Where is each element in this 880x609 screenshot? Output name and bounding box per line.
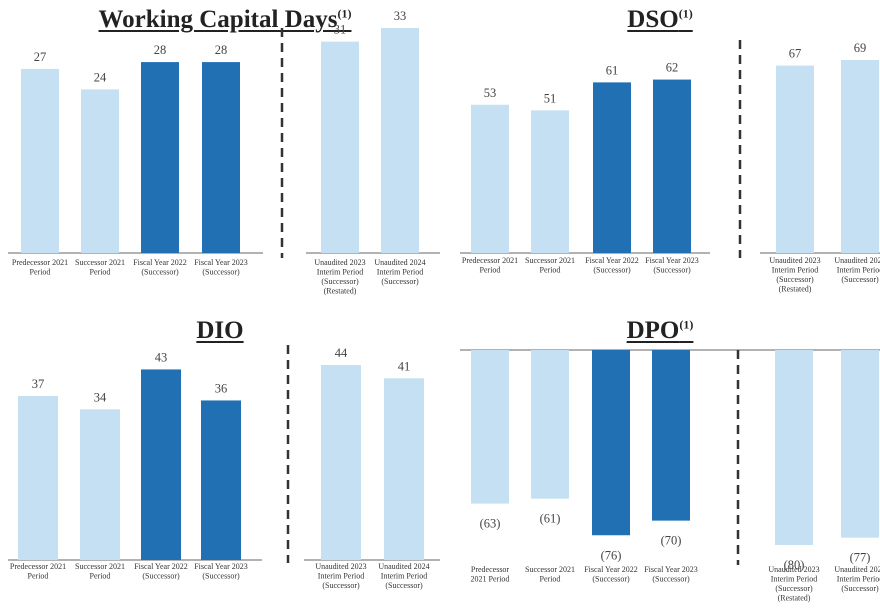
- chart-title: DIO: [150, 317, 290, 345]
- category-label: Successor 2021 Period: [75, 562, 125, 581]
- data-label: 53: [484, 86, 497, 100]
- data-label: 61: [606, 63, 619, 77]
- chart-svg: 53 Predecessor 2021 Period 51 Successor 2021…: [460, 40, 880, 294]
- chart-title-text: Working Capital Days: [98, 6, 338, 33]
- bar: [201, 400, 241, 560]
- bar: [841, 350, 879, 538]
- data-label: 43: [155, 350, 168, 364]
- data-label: 28: [154, 43, 167, 57]
- category-label: Unaudited 2023 Interim Period (Successor)(…: [314, 258, 365, 296]
- data-label: 36: [215, 381, 228, 395]
- bar: [471, 350, 509, 504]
- bar: [531, 350, 569, 499]
- data-label: 28: [215, 43, 228, 57]
- data-label: 44: [335, 346, 348, 360]
- category-label: Successor 2021 Period: [525, 256, 575, 275]
- category-label: Fiscal Year 2022 (Successor): [134, 562, 188, 581]
- category-label: Fiscal Year 2022 (Successor): [585, 256, 639, 275]
- data-label: (77): [850, 551, 871, 565]
- bar: [471, 104, 509, 253]
- bar: [775, 350, 813, 545]
- chart-title: Working Capital Days(1): [70, 6, 380, 34]
- bar: [652, 350, 690, 521]
- bar: [18, 396, 58, 560]
- data-label: 69: [854, 41, 867, 55]
- category-label: Unaudited 2023 Interim Period (Successor)(…: [769, 256, 820, 294]
- data-label: 37: [32, 377, 45, 391]
- bar: [593, 82, 631, 254]
- chart-title-footnote: (1): [679, 317, 694, 332]
- chart-title: DSO(1): [590, 6, 730, 34]
- category-label: Predecessor 2021 Period: [12, 258, 68, 277]
- chart-title-text: DSO: [627, 6, 679, 33]
- category-label: Predecessor 2021 Period: [471, 565, 510, 584]
- data-label: 27: [34, 50, 47, 64]
- chart-svg: 27 Predecessor 2021 Period 24 Successor 2021…: [8, 9, 440, 296]
- bar: [141, 62, 179, 253]
- category-label: Predecessor 2021 Period: [462, 256, 518, 275]
- bar: [80, 409, 120, 560]
- data-label: 24: [94, 70, 107, 84]
- data-label: 62: [666, 61, 679, 75]
- category-label: Fiscal Year 2023 (Successor): [645, 256, 699, 275]
- bar: [381, 28, 419, 253]
- data-label: (63): [480, 517, 501, 531]
- bar: [81, 89, 119, 253]
- bar: [321, 41, 359, 253]
- data-label: (70): [661, 534, 682, 548]
- bar: [384, 378, 424, 560]
- chart-svg: (63) Predecessor 2021 Period (61) Successor …: [460, 349, 880, 603]
- bar: [531, 110, 569, 253]
- bar: [841, 60, 879, 253]
- data-label: 34: [94, 390, 107, 404]
- data-label: 31: [334, 23, 347, 37]
- chart-title-footnote: (1): [678, 6, 693, 21]
- chart-title-text: DPO: [626, 317, 680, 344]
- data-label: (61): [540, 512, 561, 526]
- chart-title-footnote: (1): [337, 6, 352, 21]
- category-label: Unaudited 2023 Interim Period (Successor)(…: [768, 565, 819, 603]
- data-label: 51: [544, 91, 557, 105]
- bar: [321, 365, 361, 560]
- chart-working-capital-days: Working Capital Days(1) 27 Predecessor 20…: [0, 0, 440, 305]
- bar: [776, 65, 814, 253]
- chart-title-text: DIO: [196, 317, 244, 344]
- category-label: Fiscal Year 2022 (Successor): [133, 258, 187, 277]
- category-label: Fiscal Year 2023 (Successor): [194, 562, 248, 581]
- data-label: 67: [789, 47, 802, 61]
- chart-dso: DSO(1) 53 Predecessor 2021 Period 51 Success…: [440, 0, 880, 305]
- category-label: Successor 2021 Period: [525, 565, 575, 584]
- bar: [592, 350, 630, 536]
- bar: [653, 79, 691, 253]
- chart-dpo: DPO(1) (63) Predecessor 2021 Period (61) Suc…: [440, 305, 880, 609]
- data-label: 33: [394, 9, 407, 23]
- chart-dio: DIO 37 Predecessor 2021 Period 34 Successor …: [0, 305, 440, 609]
- category-label: Predecessor 2021 Period: [10, 562, 66, 581]
- data-label: 41: [398, 359, 411, 373]
- bar: [21, 68, 59, 253]
- data-label: (76): [601, 548, 622, 562]
- category-label: Fiscal Year 2023 (Successor): [194, 258, 248, 277]
- category-label: Unaudited 2023 Interim Period (Successor): [315, 562, 366, 590]
- bar: [141, 369, 181, 560]
- category-label: Fiscal Year 2022 (Successor): [584, 565, 638, 584]
- chart-title: DPO(1): [590, 317, 730, 345]
- chart-svg: 37 Predecessor 2021 Period 34 Successor 2021…: [8, 345, 440, 590]
- bar: [202, 62, 240, 253]
- category-label: Fiscal Year 2023 (Successor): [644, 565, 698, 584]
- data-label: (80): [784, 558, 805, 572]
- category-label: Successor 2021 Period: [75, 258, 125, 277]
